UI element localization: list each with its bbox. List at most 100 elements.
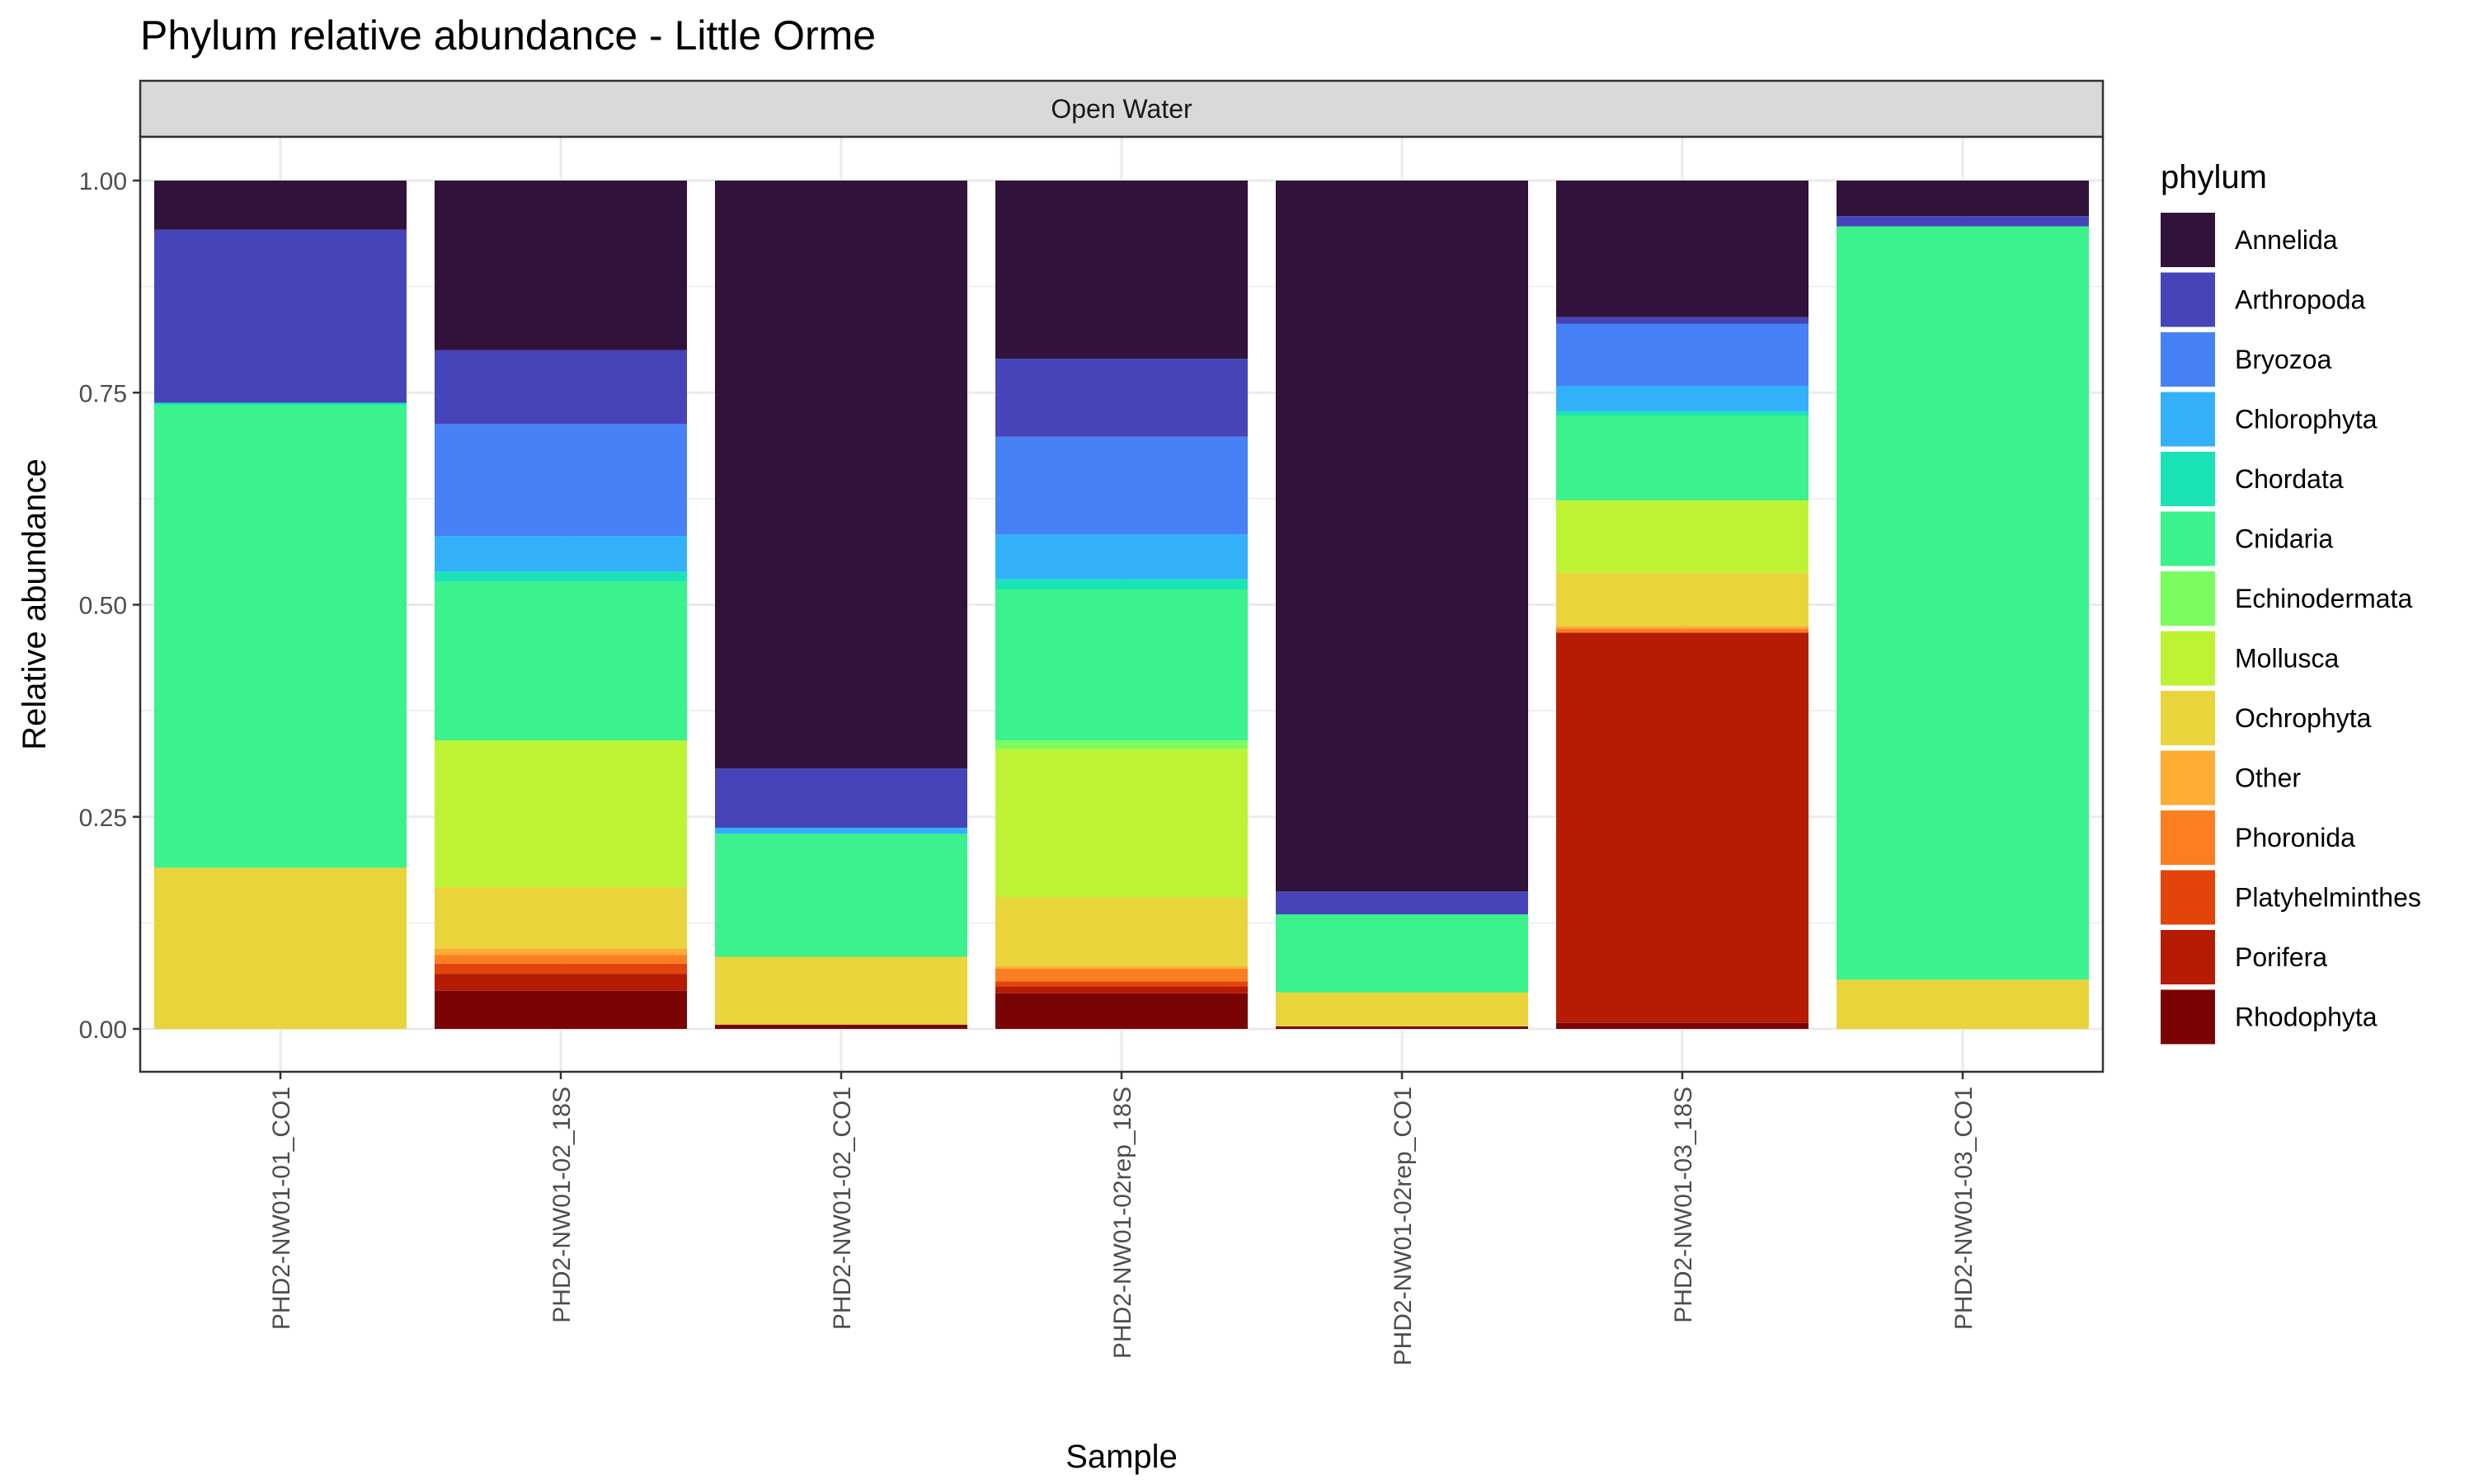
legend-key-ochrophyta [2161,691,2215,745]
bar-segment-arthropoda-4 [1276,891,1528,915]
bar-segment-cnidaria-5 [1556,416,1808,500]
bar-segment-porifera-1 [435,974,687,991]
bar-segment-porifera-5 [1556,632,1808,1023]
bar-segment-mollusca-3 [995,749,1248,898]
bar-segment-ochrophyta-2 [715,956,967,1025]
legend-key-bryozoa [2161,332,2215,387]
bars [154,181,2089,1029]
bar-segment-mollusca-1 [435,740,687,888]
legend: phylum Annelida Arthropoda Bryozoa Chloroph… [2161,159,2421,1045]
bar-segment-bryozoa-5 [1556,323,1808,387]
bar-segment-ochrophyta-5 [1556,572,1808,627]
legend-label-cnidaria: Cnidaria [2235,524,2333,554]
bar-segment-cnidaria-4 [1276,914,1528,993]
x-tick-label-6: PHD2-NW01-03_CO1 [1950,1087,1978,1330]
bar-segment-platyhelminthes-3 [995,981,1248,987]
legend-key-cnidaria [2161,511,2215,566]
legend-label-chordata: Chordata [2235,464,2344,494]
x-tick-label-1: PHD2-NW01-02_18S [548,1087,576,1323]
bar-segment-phoronida-5 [1556,628,1808,633]
legend-key-porifera [2161,930,2215,984]
bar-segment-arthropoda-5 [1556,317,1808,324]
legend-key-chlorophyta [2161,392,2215,447]
bar-segment-chlorophyta-5 [1556,386,1808,411]
bar-segment-porifera-3 [995,986,1248,993]
bar-segment-phoronida-3 [995,968,1248,982]
legend-label-other: Other [2235,763,2301,793]
y-tick-label-1: 0.25 [79,805,127,832]
bar-segment-cnidaria-2 [715,834,967,957]
legend-label-mollusca: Mollusca [2235,644,2339,674]
x-tick-label-3: PHD2-NW01-02rep_18S [1109,1087,1136,1359]
legend-key-other [2161,750,2215,805]
bar-segment-cnidaria-0 [154,405,407,868]
bar-segment-annelida-6 [1837,181,2089,217]
bar-segment-other-5 [1556,626,1808,629]
bar-segment-cnidaria-6 [1837,226,2089,980]
bar-segment-echinodermata-3 [995,740,1248,749]
bar-segment-platyhelminthes-1 [435,963,687,974]
legend-label-echinodermata: Echinodermata [2235,584,2412,613]
y-tick-label-0: 0.00 [79,1017,127,1044]
bar-segment-ochrophyta-0 [154,867,407,1029]
y-tick-label-2: 0.50 [79,593,127,620]
bar-segment-chordata-3 [995,579,1248,589]
legend-label-arthropoda: Arthropoda [2235,285,2366,315]
bar-segment-mollusca-5 [1556,500,1808,573]
bar-segment-chordata-1 [435,571,687,582]
legend-key-platyhelminthes [2161,870,2215,925]
y-tick-label-3: 0.75 [79,380,127,407]
legend-key-chordata [2161,452,2215,506]
legend-label-chlorophyta: Chlorophyta [2235,405,2378,434]
y-axis: 0.00 0.25 0.50 0.75 1.00 [79,168,140,1044]
legend-label-ochrophyta: Ochrophyta [2235,703,2372,733]
bar-segment-annelida-0 [154,181,407,230]
bar-segment-ochrophyta-4 [1276,992,1528,1026]
bar-segment-arthropoda-0 [154,229,407,403]
x-axis: PHD2-NW01-01_CO1 PHD2-NW01-02_18S PHD2-NW0… [268,1072,1978,1365]
bar-segment-arthropoda-3 [995,359,1248,437]
x-tick-label-2: PHD2-NW01-02_CO1 [829,1087,856,1330]
bar-segment-annelida-4 [1276,181,1528,892]
bar-segment-chlorophyta-2 [715,828,967,834]
x-axis-title: Sample [1065,1439,1178,1475]
bar-segment-ochrophyta-3 [995,897,1248,966]
bar-segment-ochrophyta-1 [435,887,687,949]
legend-label-annelida: Annelida [2235,225,2338,255]
facet-label: Open Water [1051,94,1192,124]
bar-segment-chordata-0 [154,402,407,406]
bar-segment-rhodophyta-2 [715,1024,967,1029]
bar-segment-ochrophyta-6 [1837,979,2089,1029]
legend-label-phoronida: Phoronida [2235,823,2355,852]
x-tick-label-5: PHD2-NW01-03_18S [1670,1087,1697,1323]
bar-segment-rhodophyta-3 [995,993,1248,1029]
x-tick-label-4: PHD2-NW01-02rep_CO1 [1390,1087,1417,1365]
bar-segment-rhodophyta-5 [1556,1022,1808,1029]
bar-segment-arthropoda-2 [715,768,967,829]
legend-label-bryozoa: Bryozoa [2235,345,2332,374]
bar-segment-bryozoa-3 [995,436,1248,535]
bar-segment-arthropoda-1 [435,350,687,425]
legend-title: phylum [2161,159,2267,195]
bar-segment-rhodophyta-1 [435,990,687,1029]
legend-key-arthropoda [2161,272,2215,327]
bar-segment-chordata-5 [1556,411,1808,416]
legend-key-phoronida [2161,810,2215,865]
bar-segment-cnidaria-3 [995,589,1248,741]
facet-strip [139,79,2105,139]
legend-key-mollusca [2161,631,2215,686]
bar-segment-chlorophyta-1 [435,536,687,572]
bar-segment-arthropoda-6 [1837,216,2089,227]
bar-segment-annelida-1 [435,181,687,350]
bar-segment-bryozoa-1 [435,424,687,537]
bar-segment-other-1 [435,948,687,956]
bar-segment-annelida-2 [715,181,967,769]
bar-segment-rhodophyta-4 [1276,1026,1528,1029]
legend-label-porifera: Porifera [2235,942,2327,972]
bar-segment-other-3 [995,965,1248,969]
legend-key-rhodophyta [2161,989,2215,1045]
bar-segment-cnidaria-1 [435,581,687,741]
x-tick-label-0: PHD2-NW01-01_CO1 [268,1087,295,1330]
legend-key-echinodermata [2161,571,2215,626]
